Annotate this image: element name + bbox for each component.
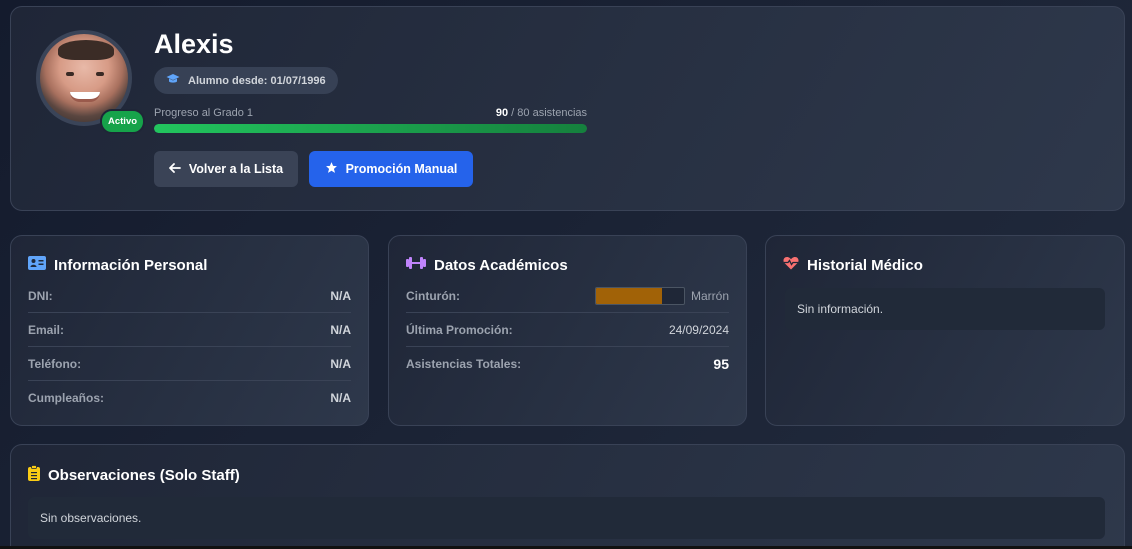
personal-info-title: Información Personal: [54, 256, 208, 274]
personal-info-card: Información Personal DNI: N/A Email: N/A T…: [10, 235, 369, 426]
row-label: Cumpleaños:: [28, 391, 105, 405]
row-label: Email:: [28, 322, 65, 337]
progress-fill: [154, 124, 587, 133]
observations-card: Observaciones (Solo Staff) Sin observaci…: [10, 444, 1125, 549]
academic-row-last-promotion: Última Promoción: 24/09/2024: [406, 313, 729, 347]
arrow-left-icon: [168, 162, 181, 176]
observations-title: Observaciones (Solo Staff): [48, 466, 240, 484]
row-value: N/A: [330, 288, 351, 303]
row-label: DNI:: [28, 288, 53, 303]
back-button-label: Volver a la Lista: [188, 162, 284, 176]
row-label: Cinturón:: [406, 288, 460, 303]
progress-count: 90 / 80 asistencias: [471, 107, 587, 119]
star-icon: [325, 161, 338, 177]
belt-indicator: Marrón: [594, 286, 729, 305]
medical-history-card: Historial Médico Sin información.: [765, 235, 1125, 426]
row-label: Teléfono:: [28, 356, 82, 371]
observations-heading: Observaciones (Solo Staff): [28, 465, 240, 485]
member-since-pill: Alumno desde: 01/07/1996: [154, 67, 338, 94]
progress-bar: [154, 124, 587, 133]
row-value: N/A: [330, 356, 351, 371]
medical-title: Historial Médico: [807, 256, 923, 274]
row-value: 24/09/2024: [668, 322, 729, 337]
bottom-edge: [0, 546, 1132, 549]
row-value: 95: [713, 356, 729, 372]
academic-heading: Datos Académicos: [406, 256, 568, 274]
academic-title: Datos Académicos: [434, 256, 568, 274]
progress-label: Progreso al Grado 1: [154, 107, 254, 119]
personal-info-heading: Información Personal: [28, 256, 207, 274]
id-card-icon: [28, 256, 46, 274]
row-value: N/A: [330, 322, 351, 337]
medical-heading: Historial Médico: [783, 256, 923, 274]
row-value: N/A: [330, 391, 351, 405]
info-row-phone: Teléfono: N/A: [28, 347, 351, 381]
belt-color-bar: [594, 286, 685, 305]
back-to-list-button[interactable]: Volver a la Lista: [154, 151, 298, 187]
belt-name: Marrón: [690, 288, 729, 303]
academic-row-belt: Cinturón: Marrón: [406, 279, 729, 313]
academic-row-attendance: Asistencias Totales: 95: [406, 347, 729, 381]
info-row-email: Email: N/A: [28, 313, 351, 347]
academic-data-card: Datos Académicos Cinturón: Marrón Última…: [388, 235, 747, 426]
info-row-birthday: Cumpleaños: N/A: [28, 381, 351, 415]
row-label: Última Promoción:: [406, 322, 513, 337]
heart-pulse-icon: [783, 256, 799, 274]
avatar-container: Activo: [36, 30, 146, 134]
medical-content: Sin información.: [785, 288, 1105, 330]
member-since-text: Alumno desde: 01/07/1996: [188, 74, 326, 87]
graduation-cap-icon: [166, 73, 180, 88]
avatar: [36, 30, 132, 126]
status-badge: Activo: [100, 109, 146, 134]
manual-promotion-button[interactable]: Promoción Manual: [309, 151, 473, 187]
info-row-dni: DNI: N/A: [28, 279, 351, 313]
observations-content: Sin observaciones.: [28, 497, 1105, 539]
progress-total: / 80 asistencias: [508, 107, 587, 119]
row-label: Asistencias Totales:: [406, 357, 522, 371]
belt-color-fill: [595, 287, 662, 304]
profile-header-card: Activo Alexis Alumno desde: 01/07/1996 P…: [10, 6, 1125, 211]
dumbbell-icon: [406, 256, 426, 274]
clipboard-icon: [28, 465, 40, 485]
promote-button-label: Promoción Manual: [345, 162, 458, 176]
progress-current: 90: [495, 107, 509, 119]
student-name: Alexis: [154, 29, 234, 59]
